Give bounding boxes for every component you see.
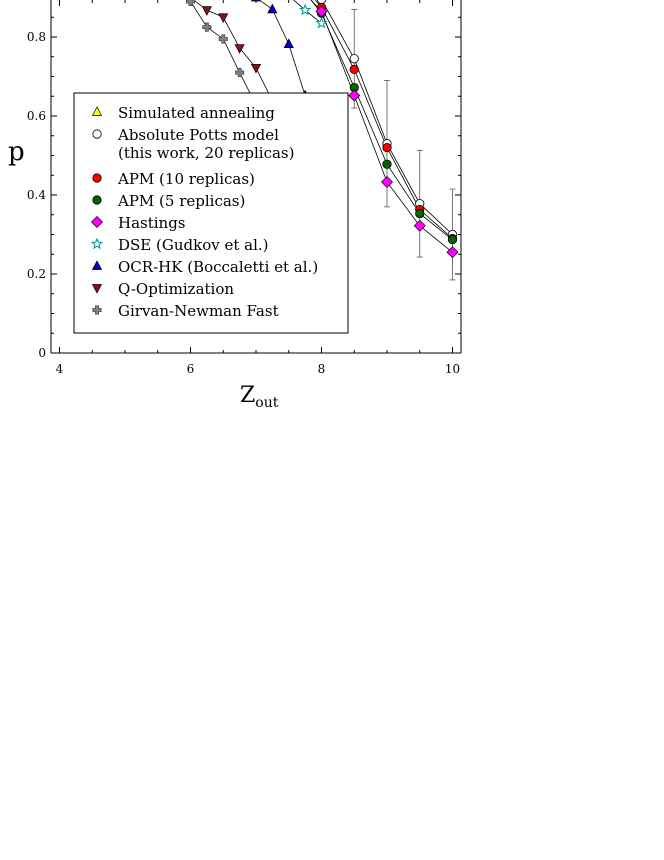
y-axis-label: p xyxy=(8,137,25,167)
series-7-point xyxy=(218,13,229,23)
series-1-line xyxy=(321,0,453,235)
series-2-line xyxy=(314,0,453,239)
y-tick-label: 0 xyxy=(38,346,46,360)
legend-label-4: Hastings xyxy=(118,214,186,232)
legend-label-1-line2: (this work, 20 replicas) xyxy=(118,144,294,162)
legend-label-0: Simulated annealing xyxy=(118,104,275,122)
series-4-point xyxy=(413,219,426,232)
legend-label-6: OCR-HK (Boccaletti et al.) xyxy=(118,258,318,276)
series-7-point xyxy=(250,63,262,74)
y-tick-label: 0.8 xyxy=(27,30,46,44)
legend-label-2: APM (10 replicas) xyxy=(117,170,255,188)
legend-label-7: Q-Optimization xyxy=(118,280,234,298)
series-4-point xyxy=(381,175,393,188)
x-tick-label: 6 xyxy=(187,362,195,376)
legend-marker-5 xyxy=(90,237,104,250)
legend-marker-0 xyxy=(91,106,103,116)
series-5-point xyxy=(298,3,312,16)
series-7-point xyxy=(234,44,245,54)
series-8-point xyxy=(186,0,195,6)
series-4-point xyxy=(348,89,361,102)
series-6-point xyxy=(250,0,262,2)
legend-marker-1 xyxy=(92,129,102,139)
legend-marker-4 xyxy=(91,216,103,228)
series-8-point xyxy=(218,34,228,44)
legend-marker-7 xyxy=(91,284,103,294)
series-8-point xyxy=(235,68,245,78)
x-axis-label-subscript: out xyxy=(255,395,278,411)
series-4-point xyxy=(446,246,459,259)
series-3-line xyxy=(310,0,453,240)
series-2-point xyxy=(349,64,359,74)
x-tick-label: 8 xyxy=(318,362,326,376)
series-6-point xyxy=(267,3,278,14)
series-3-point xyxy=(415,208,425,219)
series-3-point xyxy=(447,235,458,245)
series-5-point xyxy=(315,16,328,29)
x-tick-label: 10 xyxy=(445,362,460,376)
legend-marker-3 xyxy=(92,195,102,205)
legend-label-5: DSE (Gudkov et al.) xyxy=(118,236,269,254)
series-6-point xyxy=(283,38,294,48)
series-7-point xyxy=(201,6,212,16)
legend-marker-8 xyxy=(92,305,102,315)
legend-box xyxy=(73,92,349,334)
legend-marker-6 xyxy=(91,260,103,270)
series-1-point xyxy=(349,54,359,64)
series-2-point xyxy=(382,143,392,153)
x-tick-label: 4 xyxy=(56,362,64,376)
legend: Simulated annealing Absolute Potts model(… xyxy=(73,92,349,334)
series-8-point xyxy=(202,22,212,32)
legend-label-1: Absolute Potts model xyxy=(117,126,279,144)
y-tick-label: 0.4 xyxy=(27,188,46,202)
legend-label-8: Girvan-Newman Fast xyxy=(118,302,279,320)
series-4-line xyxy=(310,0,453,253)
series-3-point xyxy=(382,159,392,169)
legend-label-3: APM (5 replicas) xyxy=(117,192,245,210)
legend-marker-2 xyxy=(92,173,102,183)
y-tick-label: 0.6 xyxy=(27,109,46,123)
x-axis-label: Zout xyxy=(240,383,279,411)
y-tick-label: 0.2 xyxy=(27,267,46,281)
